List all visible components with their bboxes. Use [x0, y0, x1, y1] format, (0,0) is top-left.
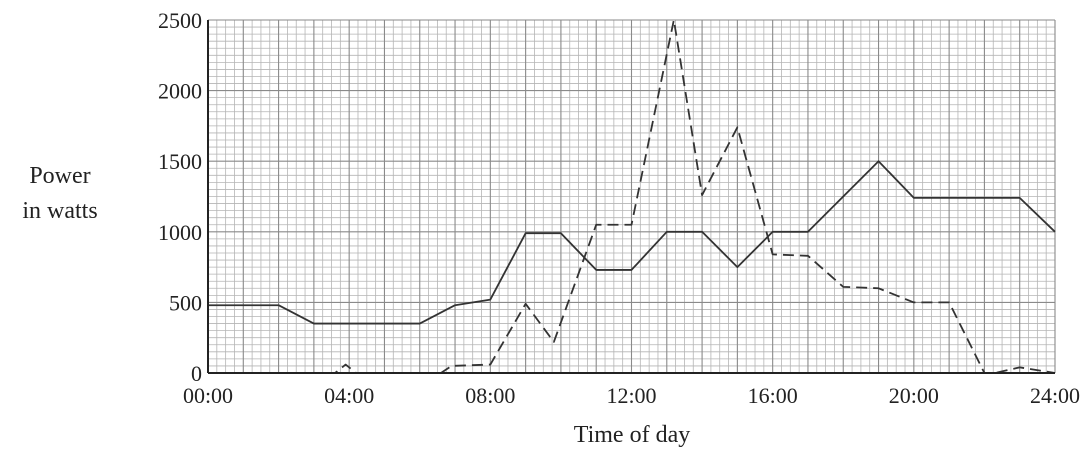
x-tick-label: 16:00	[748, 383, 798, 408]
x-tick-labels: 00:00 04:00 08:00 12:00 16:00 20:00 24:00	[183, 383, 1080, 408]
x-tick-label: 04:00	[324, 383, 374, 408]
y-axis-label-line-2: in watts	[22, 198, 97, 224]
y-axis-label-line-1: Power	[29, 163, 90, 189]
y-tick-label: 1500	[158, 149, 202, 174]
y-tick-label: 1000	[158, 220, 202, 245]
x-tick-label: 20:00	[889, 383, 939, 408]
x-tick-label: 12:00	[606, 383, 656, 408]
series-line-solid	[208, 160, 1056, 325]
x-tick-label: 00:00	[183, 383, 233, 408]
axes	[207, 20, 1055, 374]
x-tick-label: 08:00	[465, 383, 515, 408]
y-tick-label: 2000	[158, 79, 202, 104]
y-tick-label: 2500	[158, 8, 202, 33]
y-tick-label: 500	[169, 290, 202, 315]
y-tick-label: 0	[191, 361, 202, 386]
x-tick-label: 24:00	[1030, 383, 1080, 408]
y-tick-labels: 0 500 1000 1500 2000 2500	[158, 8, 202, 386]
x-axis-label: Time of day	[574, 422, 690, 448]
